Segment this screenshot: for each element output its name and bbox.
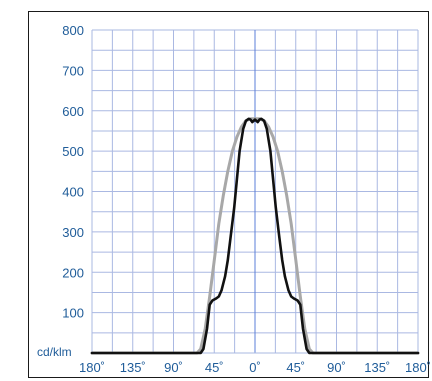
y-tick-label: 600	[62, 104, 84, 119]
x-tick-label: 180˚	[79, 360, 105, 375]
series-layer	[90, 117, 420, 355]
y-tick-label: 400	[62, 185, 84, 200]
x-tick-label: 45˚	[286, 360, 305, 375]
y-tick-label: 500	[62, 144, 84, 159]
series-line-black	[90, 117, 420, 355]
x-tick-label: 90˚	[164, 360, 183, 375]
x-tick-label: 90˚	[327, 360, 346, 375]
y-tick-label: 800	[62, 23, 84, 38]
grid-layer	[91, 29, 419, 354]
x-tick-label: 45˚	[205, 360, 224, 375]
y-tick-label: 700	[62, 63, 84, 78]
x-tick-label: 180˚	[405, 360, 431, 375]
y-tick-label: 100	[62, 306, 84, 321]
chart-frame	[28, 11, 429, 378]
x-tick-label: 135˚	[364, 360, 390, 375]
y-tick-label: 200	[62, 265, 84, 280]
y-tick-labels: 100 200 300 400 500 600 700 800	[62, 23, 84, 321]
x-tick-label: 0˚	[249, 360, 261, 375]
y-axis-unit-label: cd/klm	[37, 345, 72, 359]
y-tick-label: 300	[62, 225, 84, 240]
x-tick-label: 135˚	[120, 360, 146, 375]
x-tick-labels: 180˚ 135˚ 90˚ 45˚ 0˚ 45˚ 90˚ 135˚ 180˚	[79, 360, 431, 375]
